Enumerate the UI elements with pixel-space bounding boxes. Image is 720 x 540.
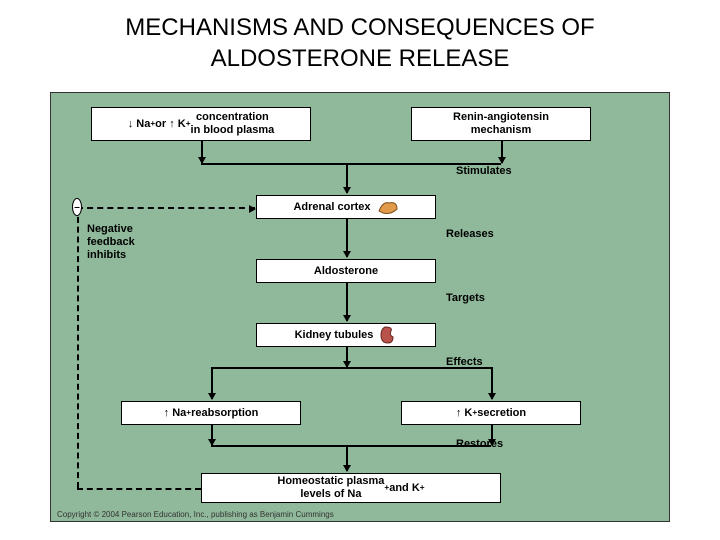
- node-aldosterone: Aldosterone: [256, 259, 436, 283]
- node-renin: Renin-angiotensinmechanism: [411, 107, 591, 141]
- edge-merge-h: [211, 445, 491, 447]
- feedback-h-to-adrenal: [77, 207, 255, 209]
- label-effects: Effects: [446, 356, 483, 369]
- edge-kidney-split: [346, 347, 348, 367]
- flowchart: ↓ Na+ or ↑ K+ concentrationin blood plas…: [50, 92, 670, 522]
- node-trigger-na-k: ↓ Na+ or ↑ K+ concentrationin blood plas…: [91, 107, 311, 141]
- edge-topleft-down: [201, 141, 203, 163]
- node-kidney-label: Kidney tubules: [295, 329, 374, 342]
- edge-merge-to-homeo: [346, 445, 348, 471]
- edge-to-na: [211, 367, 213, 399]
- title-line1: MECHANISMS AND CONSEQUENCES OF: [125, 14, 594, 41]
- label-targets: Targets: [446, 292, 485, 305]
- edge-join-to-adrenal: [346, 163, 348, 193]
- diagram-bg: [51, 93, 669, 521]
- node-homeostatic: Homeostatic plasmalevels of Na+ and K+: [201, 473, 501, 503]
- label-restores: Restores: [456, 438, 503, 451]
- edge-to-k: [491, 367, 493, 399]
- feedback-v: [77, 207, 79, 488]
- page-title: MECHANISMS AND CONSEQUENCES OF ALDOSTERO…: [0, 0, 720, 82]
- edge-adrenal-aldosterone: [346, 219, 348, 257]
- kidney-icon: [379, 325, 397, 345]
- edge-ald-kidney: [346, 283, 348, 321]
- title-line2: ALDOSTERONE RELEASE: [211, 45, 510, 72]
- copyright-text: Copyright © 2004 Pearson Education, Inc.…: [57, 510, 334, 519]
- feedback-h-bottom: [77, 488, 201, 490]
- node-na-reabsorption: ↑ Na+ reabsorption: [121, 401, 301, 425]
- node-kidney-tubules: Kidney tubules: [256, 323, 436, 347]
- node-adrenal-label: Adrenal cortex: [293, 201, 370, 214]
- edge-topright-down: [501, 141, 503, 163]
- node-adrenal-cortex: Adrenal cortex: [256, 195, 436, 219]
- node-k-secretion: ↑ K+ secretion: [401, 401, 581, 425]
- label-stimulates: Stimulates: [456, 165, 512, 178]
- label-negative-feedback: Negative feedback inhibits: [87, 223, 135, 261]
- edge-na-down: [211, 425, 213, 445]
- adrenal-icon: [377, 199, 399, 215]
- label-releases: Releases: [446, 228, 494, 241]
